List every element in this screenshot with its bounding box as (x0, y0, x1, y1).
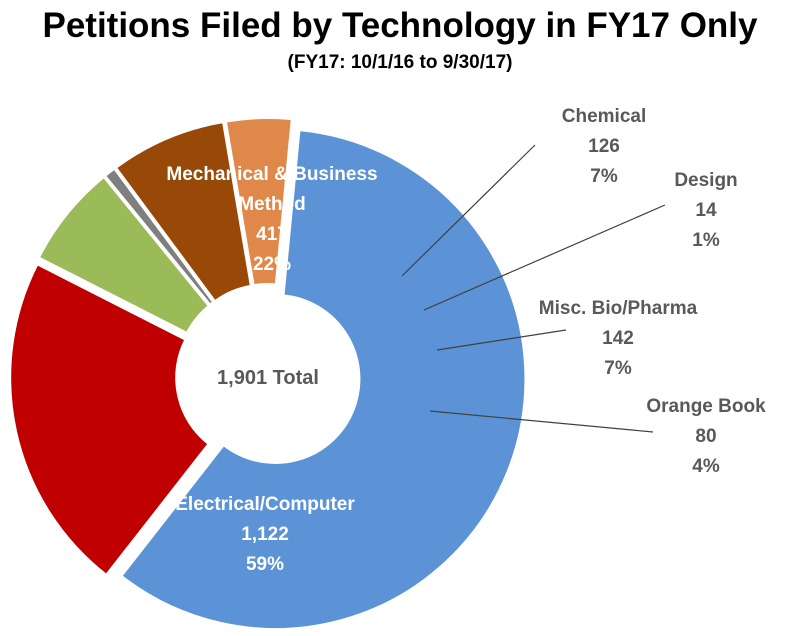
slice-design (103, 167, 215, 306)
label-design: Design 14 1% (674, 170, 737, 251)
slice-name-label: Chemical (562, 106, 646, 127)
donut-slices (9, 117, 527, 630)
slice-value-label: 14 (695, 200, 717, 221)
slice-chemical (37, 175, 211, 335)
leader-lines (401, 144, 666, 433)
label-orange-book: Orange Book 80 4% (646, 396, 766, 477)
slice-value-label: 417 (256, 224, 288, 245)
slice-name-label: Mechanical & Business (166, 164, 377, 185)
chart-subtitle: (FY17: 10/1/16 to 9/30/17) (287, 52, 513, 73)
slice-percent-label: 7% (604, 358, 632, 379)
slice-name-label: Misc. Bio/Pharma (539, 298, 698, 319)
leader-line-chemical (401, 144, 536, 277)
slice-value-label: 80 (695, 426, 716, 447)
total-label: 1,901 Total (217, 367, 319, 389)
slice-mechanical-business-method (9, 263, 210, 577)
label-misc-bio-pharma: Misc. Bio/Pharma 142 7% (539, 298, 698, 379)
label-mechanical-business-method: Mechanical & Business Method 417 22% (166, 164, 377, 275)
slice-name-label: Method (238, 194, 306, 215)
slice-percent-label: 1% (692, 230, 720, 251)
slice-percent-label: 7% (590, 166, 618, 187)
label-electrical-computer: Electrical/Computer 1,122 59% (175, 494, 355, 575)
slice-percent-label: 22% (253, 254, 291, 275)
leader-line-misc-bio-pharma (436, 329, 567, 351)
leader-line-design (423, 204, 666, 311)
slice-electrical-computer (120, 129, 527, 630)
slice-misc-bio-pharma (114, 121, 252, 303)
slice-value-label: 1,122 (241, 524, 289, 545)
slice-value-label: 126 (588, 136, 620, 157)
slice-name-label: Electrical/Computer (175, 494, 355, 515)
label-chemical: Chemical 126 7% (562, 106, 646, 187)
slice-orange-book (224, 117, 293, 287)
slice-percent-label: 4% (692, 456, 720, 477)
slice-labels: Mechanical & Business Method 417 22% Chemica… (166, 106, 766, 575)
chart-title: Petitions Filed by Technology in FY17 On… (42, 6, 758, 45)
slice-name-label: Design (674, 170, 737, 191)
slice-percent-label: 59% (246, 554, 284, 575)
slice-name-label: Orange Book (646, 396, 766, 417)
slice-value-label: 142 (602, 328, 634, 349)
leader-line-orange-book (429, 410, 654, 433)
